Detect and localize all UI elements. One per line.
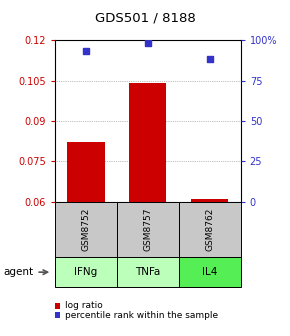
- Point: [84, 48, 88, 54]
- Text: percentile rank within the sample: percentile rank within the sample: [65, 311, 218, 320]
- Text: GSM8762: GSM8762: [205, 208, 214, 251]
- Point: [146, 40, 150, 46]
- Text: GSM8757: GSM8757: [143, 208, 153, 251]
- Text: GDS501 / 8188: GDS501 / 8188: [95, 12, 195, 25]
- Point: [207, 56, 212, 62]
- Bar: [68, 142, 105, 202]
- Text: GSM8752: GSM8752: [81, 208, 90, 251]
- Text: log ratio: log ratio: [65, 301, 102, 310]
- Bar: [191, 199, 228, 202]
- Text: IFNg: IFNg: [75, 267, 98, 277]
- Text: IL4: IL4: [202, 267, 218, 277]
- Text: TNFa: TNFa: [135, 267, 161, 277]
- Text: agent: agent: [3, 267, 33, 277]
- Bar: [129, 83, 166, 202]
